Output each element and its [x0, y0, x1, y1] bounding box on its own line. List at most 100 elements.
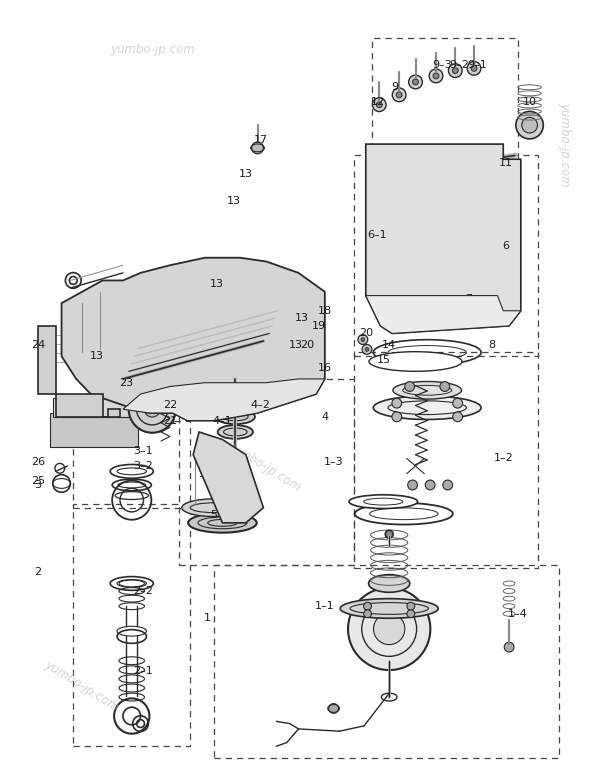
Text: 9–1: 9–1: [467, 60, 487, 70]
Circle shape: [376, 102, 382, 107]
Circle shape: [301, 346, 311, 355]
Circle shape: [504, 642, 514, 652]
Circle shape: [516, 111, 543, 139]
Text: 13: 13: [210, 279, 224, 289]
Text: 1–2: 1–2: [493, 454, 513, 464]
Text: 24: 24: [31, 340, 45, 350]
Text: 3–2: 3–2: [134, 461, 153, 471]
Circle shape: [385, 530, 393, 538]
Ellipse shape: [369, 352, 462, 371]
Text: 20: 20: [359, 329, 373, 339]
Circle shape: [440, 382, 450, 391]
Circle shape: [433, 73, 439, 79]
Circle shape: [368, 282, 379, 294]
Text: 9–3: 9–3: [432, 60, 452, 70]
Circle shape: [392, 412, 402, 422]
Bar: [50, 413, 138, 448]
Text: 11: 11: [499, 158, 513, 168]
Circle shape: [348, 587, 430, 670]
Text: 5: 5: [210, 510, 217, 520]
Circle shape: [448, 63, 462, 77]
Circle shape: [407, 610, 415, 618]
Text: 16: 16: [318, 363, 332, 373]
Bar: [214, 564, 559, 758]
Text: yumbo-jp.com: yumbo-jp.com: [110, 43, 195, 56]
Text: 13: 13: [239, 169, 253, 179]
Bar: [73, 504, 190, 747]
Polygon shape: [366, 295, 521, 333]
Bar: [73, 421, 190, 508]
Text: 1–4: 1–4: [508, 609, 528, 618]
Text: 1–3: 1–3: [324, 458, 343, 467]
Text: 2–1: 2–1: [134, 666, 153, 676]
Bar: [53, 398, 131, 417]
Circle shape: [374, 613, 405, 645]
Text: 19: 19: [312, 321, 326, 331]
Circle shape: [195, 375, 203, 383]
Text: yumbo-jp.com: yumbo-jp.com: [224, 438, 303, 494]
Circle shape: [392, 88, 406, 102]
Text: 13: 13: [294, 313, 309, 323]
Polygon shape: [366, 144, 521, 333]
Circle shape: [104, 375, 112, 383]
Circle shape: [453, 398, 463, 408]
Text: 6: 6: [503, 241, 510, 251]
Circle shape: [252, 142, 263, 154]
Text: 4–1: 4–1: [213, 416, 232, 426]
Text: 12: 12: [370, 97, 384, 107]
Ellipse shape: [373, 396, 481, 420]
Text: 21: 21: [163, 416, 177, 426]
Circle shape: [364, 602, 371, 610]
Circle shape: [453, 412, 463, 422]
Circle shape: [201, 360, 209, 368]
Ellipse shape: [349, 495, 418, 509]
Circle shape: [365, 347, 369, 352]
Text: 3–1: 3–1: [134, 446, 153, 456]
Text: 25: 25: [31, 476, 45, 486]
Circle shape: [413, 79, 418, 85]
Text: 13: 13: [227, 196, 241, 206]
Circle shape: [312, 328, 316, 332]
Circle shape: [129, 386, 176, 433]
Circle shape: [407, 602, 415, 610]
Circle shape: [316, 367, 320, 371]
Text: 23: 23: [119, 378, 133, 388]
Circle shape: [429, 69, 443, 83]
Text: 13: 13: [90, 351, 104, 361]
Circle shape: [392, 398, 402, 408]
Text: 8: 8: [488, 340, 495, 350]
Circle shape: [94, 379, 102, 386]
Text: 14: 14: [382, 340, 396, 350]
Text: 13: 13: [288, 340, 303, 350]
Circle shape: [453, 68, 458, 73]
Circle shape: [373, 98, 386, 111]
Bar: [371, 38, 518, 159]
Text: 2: 2: [35, 567, 42, 577]
Ellipse shape: [188, 513, 257, 533]
Text: 5–1: 5–1: [198, 468, 218, 478]
Ellipse shape: [218, 397, 253, 409]
Circle shape: [409, 75, 422, 89]
Polygon shape: [193, 432, 263, 523]
Circle shape: [304, 348, 308, 352]
Ellipse shape: [430, 223, 460, 240]
Circle shape: [408, 480, 417, 490]
Ellipse shape: [182, 499, 245, 516]
Text: 2–2: 2–2: [134, 586, 153, 596]
Circle shape: [358, 335, 368, 345]
Text: 20: 20: [300, 340, 315, 350]
Text: 7: 7: [464, 295, 472, 305]
Circle shape: [329, 703, 338, 713]
Text: yumbo-jp.com: yumbo-jp.com: [42, 658, 121, 713]
Circle shape: [144, 401, 160, 417]
Circle shape: [48, 379, 56, 386]
Ellipse shape: [218, 425, 253, 439]
Circle shape: [305, 334, 315, 344]
Text: 9: 9: [392, 82, 399, 92]
Text: 9–2: 9–2: [450, 60, 469, 70]
Text: 26: 26: [31, 458, 45, 467]
Circle shape: [207, 345, 215, 352]
Circle shape: [522, 117, 537, 133]
Text: 15: 15: [376, 355, 390, 365]
Polygon shape: [38, 326, 120, 417]
